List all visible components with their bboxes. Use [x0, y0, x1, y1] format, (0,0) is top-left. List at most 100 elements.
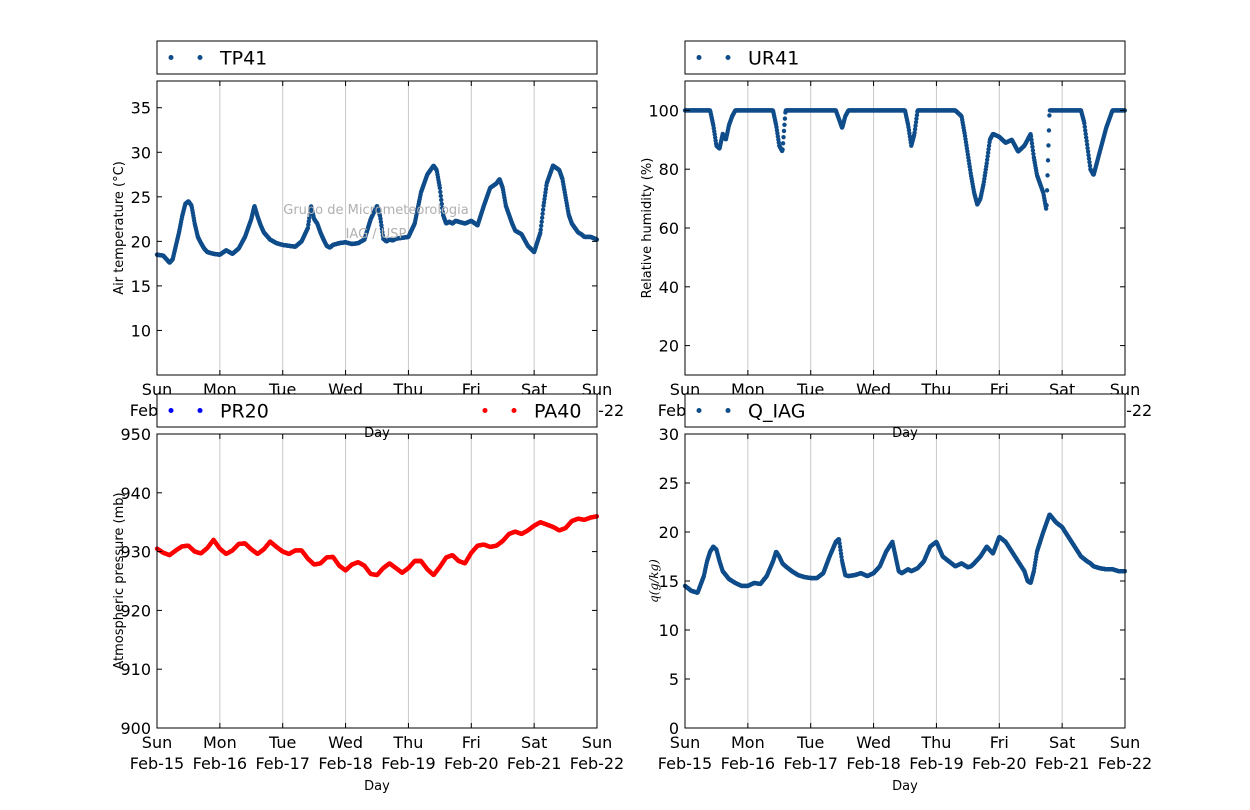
- plot-frame: [684, 80, 1126, 376]
- legend-box: [684, 40, 1126, 75]
- data-point: [1085, 149, 1091, 154]
- legend-marker: [197, 55, 203, 60]
- data-point: [437, 185, 443, 191]
- legend-label: PA40: [534, 401, 581, 423]
- y-tick-label: 25: [659, 474, 679, 493]
- legend: Q_IAG: [684, 393, 1126, 428]
- x-tick-label-weekday: Sat: [521, 733, 547, 752]
- legend-label: PR20: [220, 401, 269, 423]
- data-point: [541, 200, 547, 205]
- data-point: [379, 223, 384, 228]
- data-point: [1030, 148, 1036, 153]
- legend-marker: [725, 55, 731, 60]
- y-tick-label: 950: [120, 425, 151, 444]
- y-tick-label: 5: [669, 670, 679, 689]
- data-point: [380, 229, 385, 235]
- data-point: [378, 219, 384, 225]
- y-axis-label: Relative humidity (%): [640, 158, 655, 299]
- x-tick-label-date: Feb-17: [783, 754, 837, 773]
- watermark-line-1: Grupo de Micrometeorologia: [283, 203, 469, 218]
- data-point: [984, 157, 990, 162]
- y-tick-label: 900: [120, 719, 151, 738]
- data-point: [539, 223, 544, 228]
- data-point: [913, 119, 919, 125]
- x-tick-label-date: Feb-20: [972, 754, 1026, 773]
- data-point: [1083, 131, 1088, 137]
- x-tick-label-weekday: Sun: [142, 733, 172, 752]
- x-tick-label-weekday: Thu: [920, 733, 951, 752]
- y-tick-label: 20: [659, 523, 679, 542]
- x-tick-label-date: Feb-17: [255, 754, 309, 773]
- plot-frame: [156, 433, 598, 729]
- data-point: [912, 127, 918, 132]
- legend-marker: [482, 408, 488, 413]
- y-tick-label: 80: [659, 160, 679, 179]
- y-tick-label: 920: [120, 601, 151, 620]
- data-point: [1047, 113, 1052, 118]
- legend-marker: [168, 408, 174, 413]
- y-tick-label: 0: [669, 719, 679, 738]
- data-point: [539, 215, 545, 220]
- data-point: [913, 123, 918, 128]
- x-tick-label-weekday: Fri: [462, 733, 481, 752]
- y-tick-label: 60: [659, 219, 679, 238]
- y-axis-label: Atmospheric pressure (mb): [112, 492, 127, 669]
- legend: UR41: [684, 40, 1126, 75]
- y-axis-label: Air temperature (°C): [112, 161, 127, 295]
- legend-label: Q_IAG: [748, 401, 805, 423]
- data-point: [1087, 159, 1092, 165]
- chart-panel-2: 20406080100SunFeb-15MonFeb-16TueFeb-17We…: [640, 40, 1152, 441]
- data-point: [379, 226, 385, 231]
- data-point: [543, 190, 548, 195]
- data-point: [780, 147, 785, 152]
- x-tick-label-date: Feb-21: [1035, 754, 1089, 773]
- legend: TP41: [156, 40, 598, 75]
- series-q-iag: [682, 512, 1128, 595]
- y-tick-label: 25: [131, 188, 151, 207]
- data-point: [438, 193, 443, 199]
- data-point: [1087, 163, 1093, 168]
- y-tick-label: 10: [131, 321, 151, 340]
- plot-frame: [684, 433, 1126, 729]
- data-point: [837, 541, 842, 546]
- data-point: [1083, 135, 1089, 140]
- data-point: [307, 215, 312, 221]
- data-point: [380, 233, 386, 238]
- legend-marker: [511, 408, 517, 413]
- data-point: [837, 544, 843, 549]
- x-tick-label-date: Feb-22: [570, 754, 624, 773]
- data-point: [542, 196, 547, 202]
- x-tick-label-date: Feb-15: [658, 754, 712, 773]
- y-tick-label: 930: [120, 543, 151, 562]
- data-point: [780, 141, 786, 146]
- x-tick-label-date: Feb-18: [318, 754, 372, 773]
- data-point: [838, 547, 843, 553]
- legend-label: TP41: [219, 48, 267, 70]
- data-point: [1031, 151, 1036, 157]
- x-tick-label-weekday: Sun: [1110, 733, 1140, 752]
- x-tick-label-weekday: Sun: [670, 733, 700, 752]
- y-axis-label: q(g/kg): [647, 559, 661, 603]
- x-tick-label-date: Feb-15: [130, 754, 184, 773]
- legend-box: [684, 393, 1126, 428]
- y-tick-label: 40: [659, 278, 679, 297]
- data-point: [306, 222, 311, 227]
- x-tick-label-date: Feb-18: [846, 754, 900, 773]
- x-tick-label-weekday: Thu: [392, 733, 423, 752]
- chart-panel-4: 0 5 10 15 20 25 30 Sun Feb-15 Mon Feb-16 Tue Feb-17 W…: [647, 393, 1152, 794]
- x-tick-label-date: Feb-22: [1098, 754, 1152, 773]
- legend-marker: [696, 408, 702, 413]
- x-tick-label-date: Feb-16: [193, 754, 247, 773]
- data-point: [836, 537, 842, 543]
- data-point: [378, 216, 383, 221]
- data-point: [1046, 128, 1052, 133]
- x-tick-label-date: Feb-20: [444, 754, 498, 773]
- data-point: [1045, 158, 1051, 163]
- legend-marker: [197, 408, 203, 413]
- data-point: [541, 203, 546, 208]
- data-point: [1029, 141, 1035, 146]
- y-tick-label: 15: [131, 277, 151, 296]
- legend-marker: [696, 55, 702, 60]
- data-point: [1029, 137, 1034, 142]
